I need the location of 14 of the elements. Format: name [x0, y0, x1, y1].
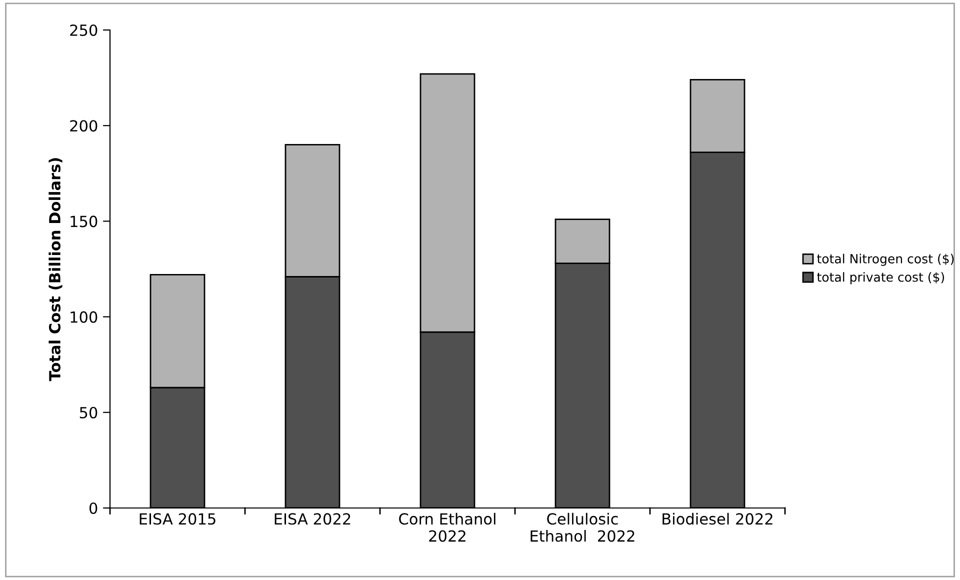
x-tick-label: Cellulosic Ethanol 2022 — [530, 512, 634, 542]
x-tick-label: Corn Ethanol 2022 — [399, 512, 496, 542]
legend-label: total private cost ($) — [817, 272, 944, 284]
y-tick-label: 50 — [80, 406, 98, 418]
y-tick-label: 100 — [70, 311, 98, 323]
x-tick-label: Biodiesel 2022 — [662, 512, 772, 525]
y-tick-label: 150 — [70, 216, 98, 228]
y-axis-title: Total Cost (Billion Dollars) — [48, 158, 62, 382]
x-tick-label: EISA 2015 — [140, 513, 216, 525]
y-tick-label: 0 — [89, 502, 98, 514]
x-tick-label: EISA 2022 — [274, 513, 350, 525]
y-tick-label: 200 — [70, 120, 98, 132]
y-tick-label: 250 — [70, 24, 98, 36]
legend-label: total Nitrogen cost ($) — [817, 254, 954, 266]
